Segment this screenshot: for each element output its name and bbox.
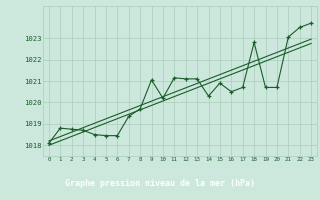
Text: Graphe pression niveau de la mer (hPa): Graphe pression niveau de la mer (hPa): [65, 179, 255, 188]
